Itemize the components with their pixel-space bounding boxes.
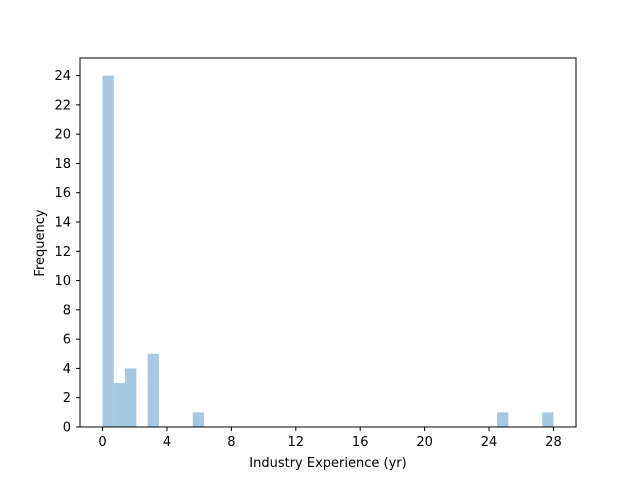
x-axis: 0 4 8 12 16 20 24 28	[98, 427, 562, 450]
histogram-bar	[497, 412, 509, 427]
y-tick-label: 4	[63, 362, 71, 377]
y-tick-label: 22	[54, 98, 71, 113]
histogram-bar	[542, 412, 554, 427]
y-tick-label: 14	[54, 216, 71, 231]
plot-frame	[79, 57, 577, 428]
x-tick-label: 12	[288, 435, 305, 450]
y-tick-label: 18	[54, 157, 71, 172]
y-tick-label: 8	[63, 303, 71, 318]
x-tick-label: 16	[352, 435, 369, 450]
y-tick-label: 0	[63, 421, 71, 436]
y-tick-label: 12	[54, 245, 71, 260]
y-tick-label: 6	[63, 333, 71, 348]
x-axis-title: Industry Experience (yr)	[249, 456, 406, 471]
histogram-bar	[102, 75, 114, 428]
x-tick-label: 0	[98, 435, 106, 450]
y-tick-label: 20	[54, 128, 71, 143]
y-tick-label: 2	[63, 391, 71, 406]
y-tick-label: 24	[54, 69, 71, 84]
histogram-bar	[125, 368, 137, 427]
y-axis-title: Frequency	[33, 209, 48, 276]
x-tick-label: 20	[416, 435, 433, 450]
histogram-bar	[113, 383, 126, 427]
x-tick-label: 4	[163, 435, 171, 450]
histogram-bar	[192, 412, 204, 427]
x-tick-label: 8	[227, 435, 235, 450]
histogram-bar	[147, 353, 159, 427]
x-tick-label: 24	[481, 435, 498, 450]
y-tick-label: 10	[54, 274, 71, 289]
x-tick-label: 28	[545, 435, 562, 450]
bars-group	[102, 75, 554, 428]
y-tick-label: 16	[54, 186, 71, 201]
